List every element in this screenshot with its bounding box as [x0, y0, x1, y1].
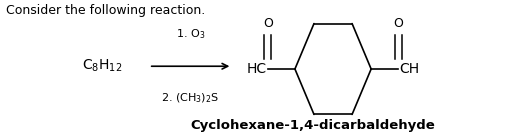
- Text: C$_8$H$_{12}$: C$_8$H$_{12}$: [81, 58, 122, 74]
- Text: O: O: [394, 17, 403, 30]
- Text: CH: CH: [399, 62, 420, 76]
- Text: Cyclohexane-1,4-dicarbaldehyde: Cyclohexane-1,4-dicarbaldehyde: [191, 120, 435, 132]
- Text: O: O: [263, 17, 272, 30]
- Text: HC: HC: [246, 62, 267, 76]
- Text: 2. (CH$_3$)$_2$S: 2. (CH$_3$)$_2$S: [161, 91, 220, 105]
- Text: Consider the following reaction.: Consider the following reaction.: [6, 4, 206, 17]
- Text: 1. O$_3$: 1. O$_3$: [176, 28, 205, 41]
